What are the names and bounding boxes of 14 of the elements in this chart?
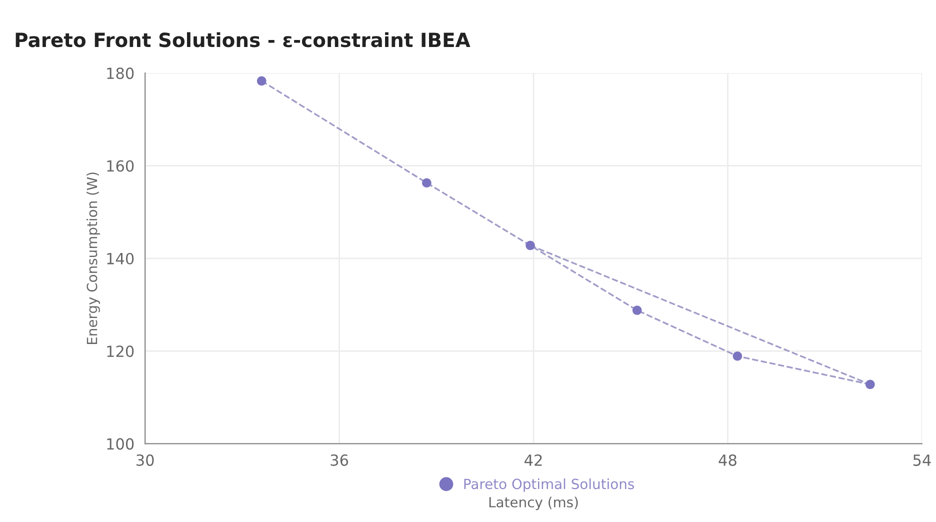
x-tick-label: 36 <box>330 454 348 466</box>
x-tick-label: 30 <box>136 454 154 466</box>
y-tick-label: 120 <box>107 346 134 358</box>
x-tick-label: 42 <box>524 454 542 466</box>
y-tick-label: 140 <box>107 252 134 264</box>
y-tick-label: 160 <box>107 160 134 172</box>
x-tick-label: 48 <box>718 454 736 466</box>
legend-label: Pareto Optimal Solutions <box>464 478 634 492</box>
y-tick-label: 180 <box>107 68 134 80</box>
x-axis-title: Latency (ms) <box>489 496 578 510</box>
y-tick-label: 100 <box>107 438 134 450</box>
x-tick-label: 54 <box>913 454 931 466</box>
chart-title: Pareto Front Solutions - ε-constraint IBEA <box>16 32 470 48</box>
y-axis-title: Energy Consumption (W) <box>86 172 100 344</box>
